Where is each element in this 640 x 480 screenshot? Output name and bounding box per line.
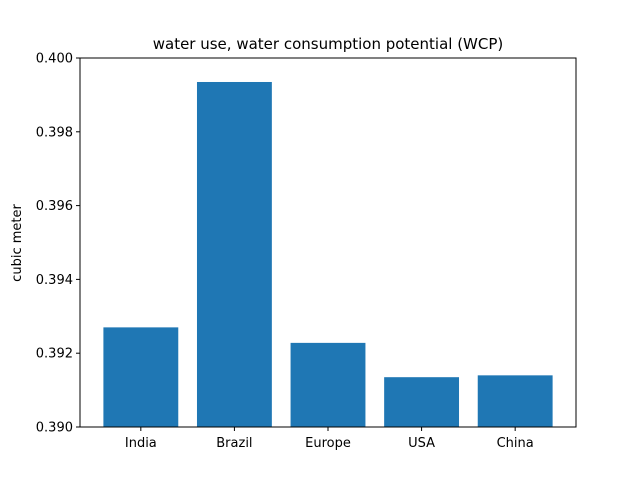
bar-brazil — [196, 81, 272, 428]
plot-frame — [79, 57, 577, 428]
bar-china — [477, 375, 553, 427]
y-tick-label: 0.396 — [36, 199, 73, 214]
y-tick-label: 0.394 — [36, 273, 73, 288]
y-tick-label: 0.390 — [36, 421, 73, 436]
x-tick-label: Brazil — [216, 436, 252, 451]
bar-usa — [384, 377, 460, 427]
y-axis-ticks: 0.390 0.392 0.394 0.396 0.398 0.400 — [36, 52, 80, 436]
bar-india — [103, 327, 179, 427]
y-axis-label: cubic meter — [10, 204, 25, 282]
x-tick-label: China — [497, 436, 534, 451]
x-tick-label: USA — [408, 436, 435, 451]
x-tick-label: Europe — [305, 436, 351, 451]
bar-europe — [290, 342, 366, 427]
x-tick-label: India — [125, 436, 157, 451]
x-axis-ticks: India Brazil Europe USA China — [125, 427, 534, 451]
bar-group — [103, 81, 553, 428]
y-tick-label: 0.400 — [36, 52, 73, 67]
y-tick-label: 0.392 — [36, 347, 73, 362]
y-tick-label: 0.398 — [36, 125, 73, 140]
chart-title: water use, water consumption potential (… — [153, 35, 504, 53]
